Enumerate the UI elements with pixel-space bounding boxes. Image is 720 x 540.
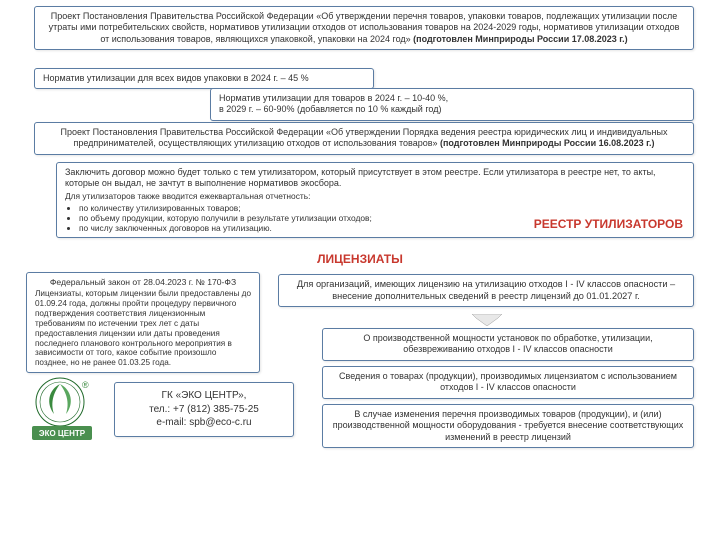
registry-list-title: Для утилизаторов также вводится ежекварт… — [65, 191, 685, 201]
goods-produced-box: Сведения о товарах (продукции), производ… — [322, 366, 694, 399]
registry-para: Заключить договор можно будет только с т… — [65, 167, 685, 189]
project-2-box: Проект Постановления Правительства Росси… — [34, 122, 694, 155]
capacity-box: О производственной мощности установок по… — [322, 328, 694, 361]
svg-text:ЭКО ЦЕНТР: ЭКО ЦЕНТР — [39, 429, 86, 438]
svg-text:®: ® — [82, 380, 89, 390]
change-text: В случае изменения перечня производимых … — [333, 409, 683, 442]
orgs-license-box: Для организаций, имеющих лицензию на ути… — [278, 274, 694, 307]
norm-packaging-text: Норматив утилизации для всех видов упако… — [43, 73, 309, 83]
norm-goods-line1: Норматив утилизации для товаров в 2024 г… — [219, 93, 448, 103]
contact-email: e-mail: spb@eco-c.ru — [123, 416, 285, 430]
registry-badge: РЕЕСТР УТИЛИЗАТОРОВ — [534, 217, 683, 231]
goods-produced-text: Сведения о товарах (продукции), производ… — [339, 371, 677, 392]
licensees-title: ЛИЦЕНЗИАТЫ — [0, 252, 720, 266]
orgs-license-text: Для организаций, имеющих лицензию на ути… — [297, 279, 675, 301]
federal-law-title: Федеральный закон от 28.04.2023 г. № 170… — [35, 277, 251, 287]
project-2-date: (подготовлен Минприроды России 16.08.202… — [440, 138, 655, 148]
project-1-box: Проект Постановления Правительства Росси… — [34, 6, 694, 50]
capacity-text: О производственной мощности установок по… — [363, 333, 652, 354]
contact-box: ГК «ЭКО ЦЕНТР», тел.: +7 (812) 385-75-25… — [114, 382, 294, 437]
change-box: В случае изменения перечня производимых … — [322, 404, 694, 448]
arrow-down-icon — [472, 314, 502, 326]
federal-law-box: Федеральный закон от 28.04.2023 г. № 170… — [26, 272, 260, 373]
federal-law-body: Лицензиаты, которым лицензии были предос… — [35, 289, 251, 367]
contact-tel: тел.: +7 (812) 385-75-25 — [123, 403, 285, 417]
eco-center-logo: ® ЭКО ЦЕНТР — [24, 374, 104, 444]
project-1-date: (подготовлен Минприроды России 17.08.202… — [413, 34, 628, 44]
norm-goods-box: Норматив утилизации для товаров в 2024 г… — [210, 88, 694, 121]
norm-packaging-box: Норматив утилизации для всех видов упако… — [34, 68, 374, 89]
contact-name: ГК «ЭКО ЦЕНТР», — [123, 389, 285, 403]
list-item: по количеству утилизированных товаров; — [79, 203, 685, 213]
norm-goods-line2: в 2029 г. – 60-90% (добавляется по 10 % … — [219, 104, 441, 114]
registry-box: Заключить договор можно будет только с т… — [56, 162, 694, 238]
